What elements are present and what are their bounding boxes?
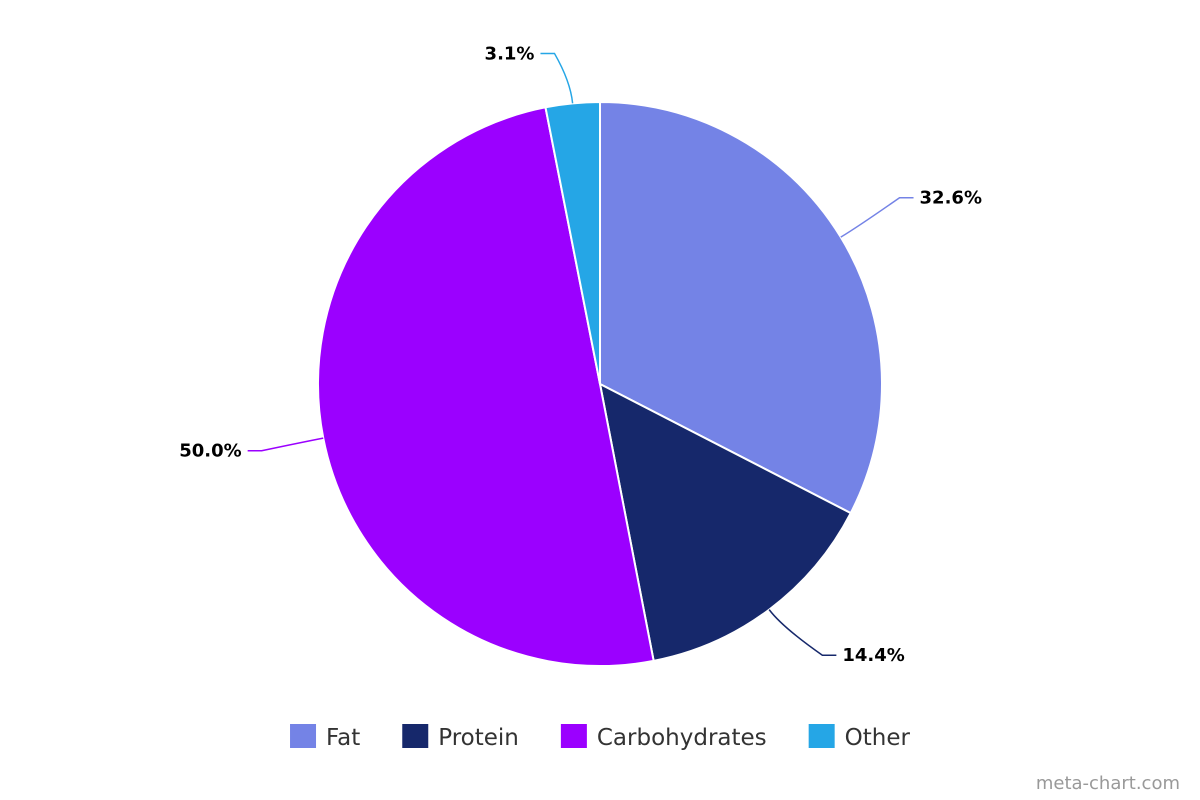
legend-swatch-carbohydrates <box>560 724 587 748</box>
legend-label-protein: Protein <box>438 725 519 751</box>
pie-slice-other[interactable] <box>544 101 601 385</box>
legend-item-other[interactable]: Other <box>808 724 911 751</box>
credit-text[interactable]: meta-chart.com <box>1035 773 1180 794</box>
legend-item-protein[interactable]: Protein <box>402 724 519 751</box>
legend-swatch-protein <box>402 724 429 748</box>
leader-line-protein <box>768 609 837 656</box>
data-label-fat: 32.6% <box>920 188 982 209</box>
legend-item-fat[interactable]: Fat <box>290 724 360 751</box>
legend-item-carbohydrates[interactable]: Carbohydrates <box>560 724 767 751</box>
leader-line-other <box>540 52 574 104</box>
legend-label-carbohydrates: Carbohydrates <box>597 725 767 751</box>
pie-slice-fat[interactable] <box>599 101 883 515</box>
pie-slices <box>316 101 883 667</box>
legend-label-fat: Fat <box>326 725 360 751</box>
leader-line-fat <box>840 196 914 238</box>
leader-line-carbohydrates <box>247 437 324 452</box>
data-labels: 32.6% 14.4% 50.0% 3.1% <box>179 43 982 666</box>
leader-lines <box>247 52 914 656</box>
data-label-other: 3.1% <box>485 43 535 64</box>
legend: Fat Protein Carbohydrates Other <box>290 724 911 751</box>
legend-swatch-fat <box>290 724 317 748</box>
pie-slice-protein[interactable] <box>599 383 852 662</box>
data-label-carbohydrates: 50.0% <box>179 441 241 462</box>
legend-label-other: Other <box>845 725 911 751</box>
legend-swatch-other <box>808 724 835 748</box>
data-label-protein: 14.4% <box>842 645 904 666</box>
